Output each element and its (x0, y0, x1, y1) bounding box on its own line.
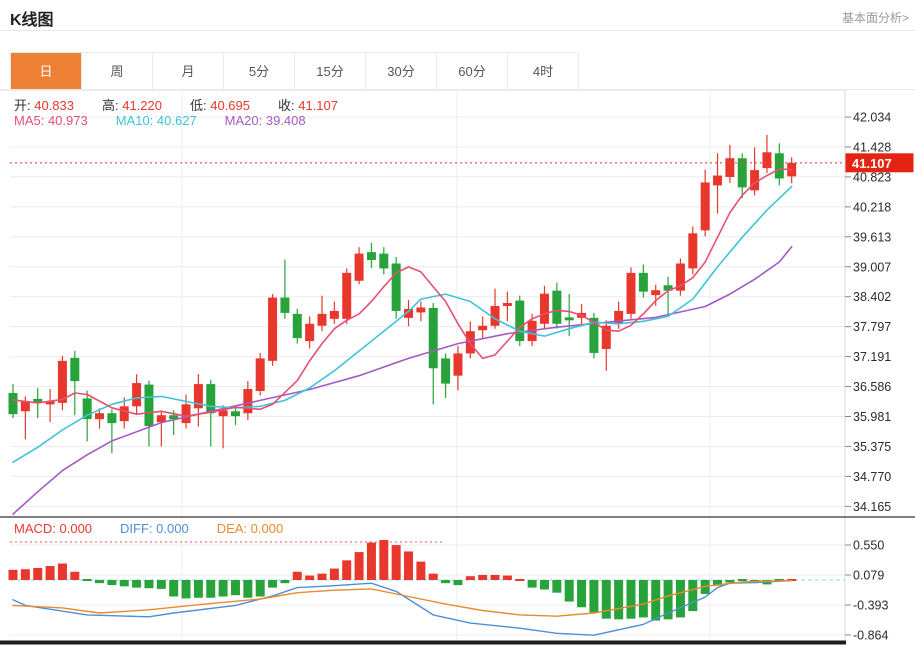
macd-axis-label: 0.550 (853, 539, 884, 553)
macd-reference-lines (10, 541, 845, 581)
y-axis-label: 36.586 (853, 380, 891, 394)
tab-month[interactable]: 月 (153, 53, 224, 90)
panel-frames (0, 516, 915, 645)
y-axis-label: 37.797 (853, 320, 891, 334)
macd-axis-label: -0.864 (853, 629, 888, 643)
candles-layer (8, 134, 797, 454)
y-axis-label: 40.218 (853, 200, 891, 214)
page-title: K线图 (10, 12, 54, 29)
y-axis-label: 39.007 (853, 260, 891, 274)
titlebar: K线图 基本面分析> (0, 0, 915, 31)
dea-line (12, 579, 793, 617)
ma10-line (12, 185, 793, 464)
macd-histogram (8, 540, 797, 621)
macd-axis-label: 0.079 (853, 569, 884, 583)
y-axis-label: 34.770 (853, 470, 891, 484)
tab-day[interactable]: 日 (11, 53, 82, 90)
y-axis-label: 41.428 (853, 140, 891, 154)
y-axis-label: 39.613 (853, 230, 891, 244)
tab-30min[interactable]: 30分 (366, 53, 437, 90)
ma20-line (12, 245, 793, 515)
y-axis-label: 37.191 (853, 350, 891, 364)
price-badge: 41.107 (845, 153, 914, 173)
y-axis-label: 35.375 (853, 440, 891, 454)
y-axis: 42.034 41.428 40.823 40.218 39.613 39.007 38.4… (844, 90, 891, 643)
tabs-underline (0, 89, 915, 90)
tab-15min[interactable]: 15分 (295, 53, 366, 90)
tab-week[interactable]: 周 (82, 53, 153, 90)
ma5-line (12, 168, 793, 418)
y-axis-label: 40.823 (853, 170, 891, 184)
tab-4hour[interactable]: 4时 (508, 53, 579, 90)
y-axis-label: 42.034 (853, 111, 891, 125)
y-axis-label: 34.165 (853, 500, 891, 514)
tab-5min[interactable]: 5分 (224, 53, 295, 90)
y-axis-label: 38.402 (853, 290, 891, 304)
kline-chart[interactable]: 42.034 41.428 40.823 40.218 39.613 39.007 38.4… (0, 90, 915, 648)
y-axis-label: 35.981 (853, 410, 891, 424)
period-tabs: 日周月 5分 15分 30分 60分 4时 (10, 52, 579, 90)
price-badge-value: 41.107 (852, 156, 892, 171)
fundamental-analysis-link[interactable]: 基本面分析> (841, 11, 909, 25)
grid-layer (0, 90, 845, 640)
macd-axis-label: -0.393 (853, 599, 888, 613)
tab-60min[interactable]: 60分 (437, 53, 508, 90)
diff-line (12, 579, 793, 636)
